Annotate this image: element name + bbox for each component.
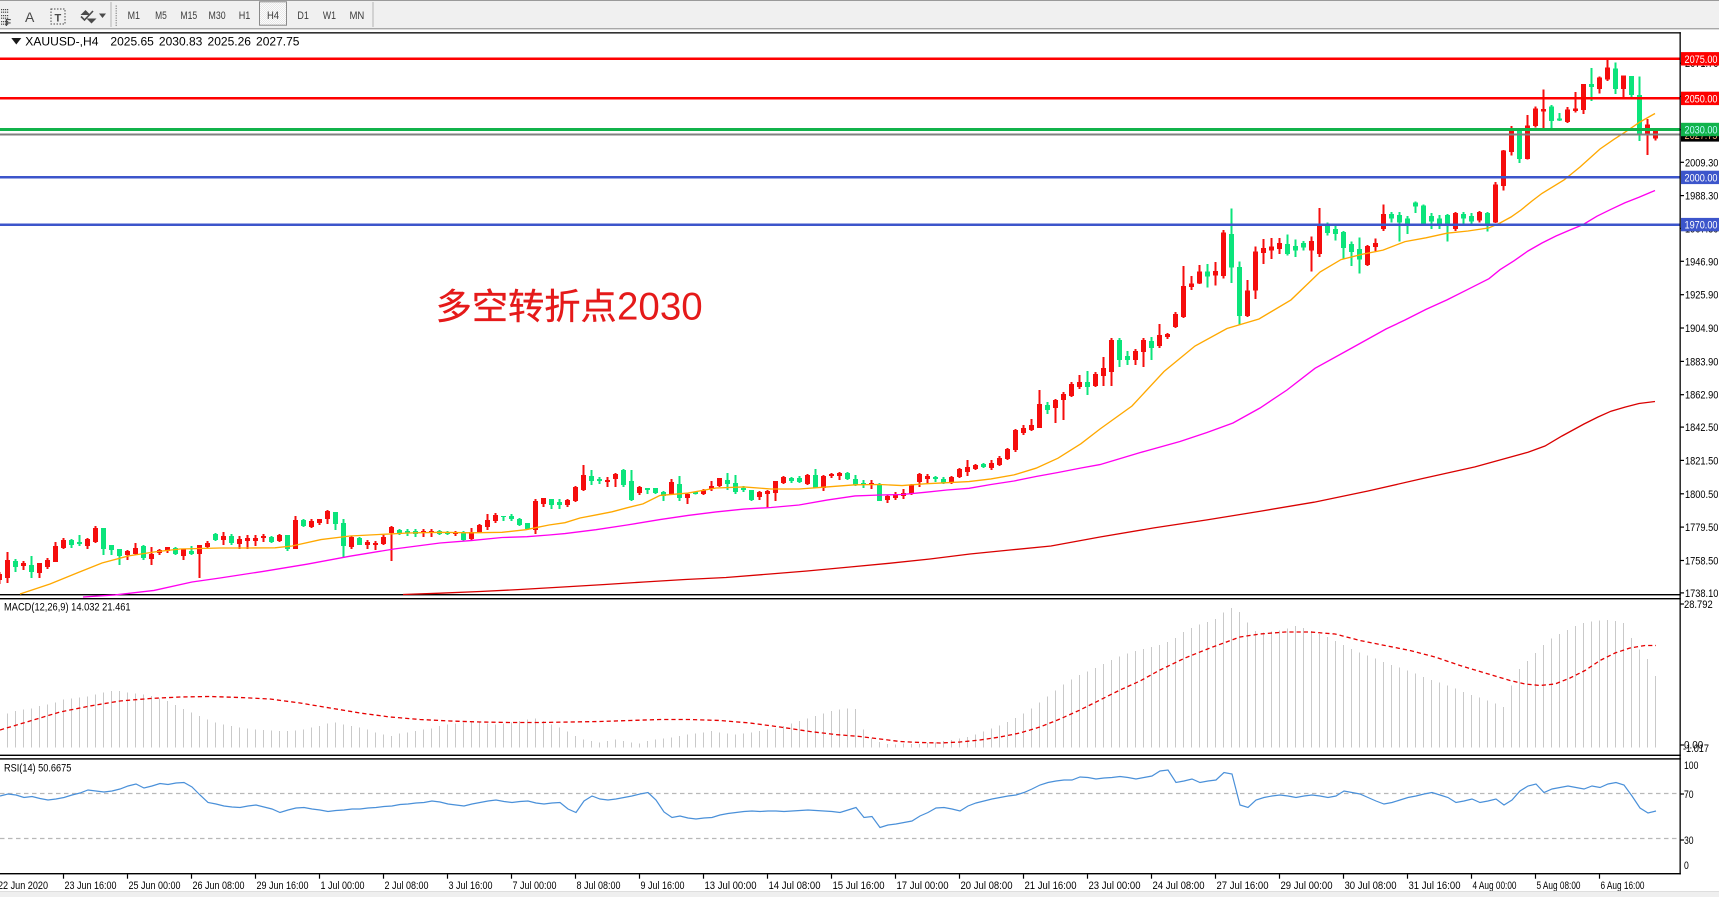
svg-text:1738.10: 1738.10	[1685, 588, 1718, 600]
svg-text:25 Jun 00:00: 25 Jun 00:00	[129, 880, 181, 892]
svg-text:6 Aug 16:00: 6 Aug 16:00	[1601, 880, 1645, 892]
svg-text:H4: H4	[267, 10, 279, 22]
svg-text:2030: 2030	[617, 286, 703, 329]
svg-text:M15: M15	[180, 10, 197, 22]
svg-text:1842.50: 1842.50	[1685, 422, 1718, 434]
svg-text:M1: M1	[128, 10, 140, 22]
svg-text:13 Jul 00:00: 13 Jul 00:00	[705, 880, 757, 892]
svg-text:1904.90: 1904.90	[1685, 323, 1718, 335]
svg-text:31 Jul 16:00: 31 Jul 16:00	[1409, 880, 1461, 892]
svg-text:1821.50: 1821.50	[1685, 455, 1718, 467]
svg-text:23 Jun 16:00: 23 Jun 16:00	[65, 880, 117, 892]
svg-text:1988.30: 1988.30	[1685, 191, 1718, 203]
svg-text:2027.75: 2027.75	[256, 35, 300, 49]
svg-text:100: 100	[1684, 760, 1698, 772]
svg-text:24 Jul 08:00: 24 Jul 08:00	[1153, 880, 1205, 892]
svg-text:2009.30: 2009.30	[1685, 157, 1718, 169]
svg-text:H1: H1	[239, 10, 251, 22]
svg-text:26 Jun 08:00: 26 Jun 08:00	[193, 880, 245, 892]
svg-text:22 Jun 2020: 22 Jun 2020	[0, 880, 48, 892]
svg-text:1779.50: 1779.50	[1685, 522, 1718, 534]
svg-text:1 Jul 00:00: 1 Jul 00:00	[321, 880, 365, 892]
svg-text:MN: MN	[349, 10, 364, 22]
svg-text:D1: D1	[297, 10, 309, 22]
svg-text:2030.83: 2030.83	[159, 35, 203, 49]
svg-text:2030.00: 2030.00	[1685, 125, 1718, 137]
svg-text:RSI(14) 50.6675: RSI(14) 50.6675	[4, 763, 71, 775]
svg-text:2000.00: 2000.00	[1685, 173, 1718, 185]
svg-text:17 Jul 00:00: 17 Jul 00:00	[897, 880, 949, 892]
svg-text:29 Jul 00:00: 29 Jul 00:00	[1281, 880, 1333, 892]
svg-text:-1.017: -1.017	[1683, 743, 1709, 755]
svg-text:1970.00: 1970.00	[1685, 220, 1718, 232]
svg-text:5 Aug 08:00: 5 Aug 08:00	[1537, 880, 1581, 892]
svg-text:2050.00: 2050.00	[1685, 94, 1718, 106]
svg-text:1946.90: 1946.90	[1685, 256, 1718, 268]
svg-text:MACD(12,26,9) 14.032 21.461: MACD(12,26,9) 14.032 21.461	[4, 602, 131, 614]
svg-text:1758.50: 1758.50	[1685, 556, 1718, 568]
svg-text:21 Jul 16:00: 21 Jul 16:00	[1025, 880, 1077, 892]
svg-text:M5: M5	[155, 10, 167, 22]
svg-text:8 Jul 08:00: 8 Jul 08:00	[577, 880, 621, 892]
svg-text:70: 70	[1684, 789, 1694, 801]
svg-text:M30: M30	[209, 10, 226, 22]
svg-text:2 Jul 08:00: 2 Jul 08:00	[385, 880, 429, 892]
svg-text:3 Jul 16:00: 3 Jul 16:00	[449, 880, 493, 892]
svg-text:2075.00: 2075.00	[1685, 54, 1718, 66]
svg-text:XAUUSD-,H4: XAUUSD-,H4	[25, 35, 99, 49]
svg-text:2025.26: 2025.26	[208, 35, 252, 49]
svg-text:W1: W1	[323, 10, 336, 22]
svg-text:1800.50: 1800.50	[1685, 489, 1718, 501]
svg-text:1862.90: 1862.90	[1685, 390, 1718, 402]
svg-text:1883.90: 1883.90	[1685, 356, 1718, 368]
svg-text:1925.90: 1925.90	[1685, 290, 1718, 302]
svg-text:30: 30	[1684, 835, 1694, 847]
svg-text:F: F	[5, 18, 11, 29]
svg-text:0.00: 0.00	[1684, 740, 1703, 752]
svg-text:23 Jul 00:00: 23 Jul 00:00	[1089, 880, 1141, 892]
svg-text:15 Jul 16:00: 15 Jul 16:00	[833, 880, 885, 892]
svg-text:20 Jul 08:00: 20 Jul 08:00	[961, 880, 1013, 892]
svg-text:9 Jul 16:00: 9 Jul 16:00	[641, 880, 685, 892]
svg-text:28.792: 28.792	[1684, 599, 1713, 611]
svg-text:27 Jul 16:00: 27 Jul 16:00	[1217, 880, 1269, 892]
svg-text:29 Jun 16:00: 29 Jun 16:00	[257, 880, 309, 892]
svg-text:7 Jul 00:00: 7 Jul 00:00	[513, 880, 557, 892]
svg-text:2025.65: 2025.65	[110, 35, 154, 49]
svg-text:0: 0	[1684, 860, 1689, 872]
svg-text:4 Aug 00:00: 4 Aug 00:00	[1473, 880, 1517, 892]
svg-text:A: A	[25, 9, 35, 25]
svg-text:30 Jul 08:00: 30 Jul 08:00	[1345, 880, 1397, 892]
svg-text:T: T	[55, 13, 62, 25]
svg-text:14 Jul 08:00: 14 Jul 08:00	[769, 880, 821, 892]
